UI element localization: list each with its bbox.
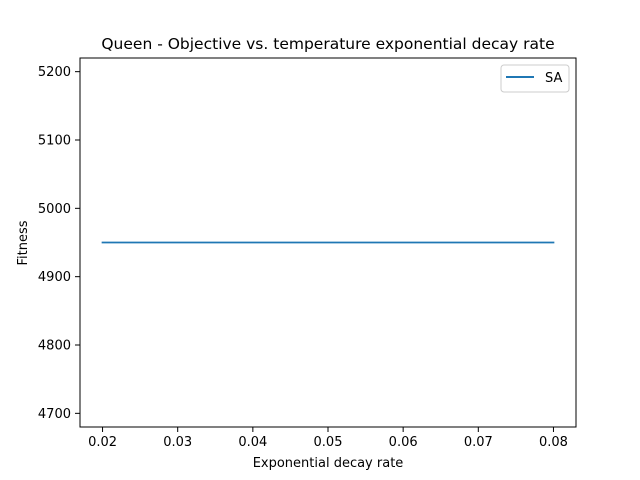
y-tick-label: 5100 (38, 134, 71, 149)
y-tick-label: 5200 (38, 65, 71, 80)
x-tick-label: 0.04 (238, 435, 267, 450)
chart-title: Queen - Objective vs. temperature expone… (101, 35, 554, 53)
x-axis-title: Exponential decay rate (253, 456, 404, 471)
x-axis: 0.02 0.03 0.04 0.05 0.06 0.07 0.08 (88, 427, 568, 450)
y-tick-label: 5000 (38, 202, 71, 217)
legend: SA (500, 64, 570, 93)
y-tick-label: 4800 (38, 339, 71, 354)
x-tick-label: 0.06 (389, 435, 418, 450)
y-axis: 4700 4800 4900 5000 5100 5200 (38, 65, 80, 422)
x-tick-label: 0.07 (464, 435, 493, 450)
y-tick-label: 4900 (38, 270, 71, 285)
x-tick-label: 0.03 (163, 435, 192, 450)
legend-label-sa: SA (545, 71, 562, 86)
y-tick-label: 4700 (38, 407, 71, 422)
x-tick-label: 0.02 (88, 435, 117, 450)
legend-box (500, 64, 570, 93)
y-axis-title: Fitness (16, 220, 31, 265)
x-tick-label: 0.05 (314, 435, 343, 450)
x-tick-label: 0.08 (539, 435, 568, 450)
